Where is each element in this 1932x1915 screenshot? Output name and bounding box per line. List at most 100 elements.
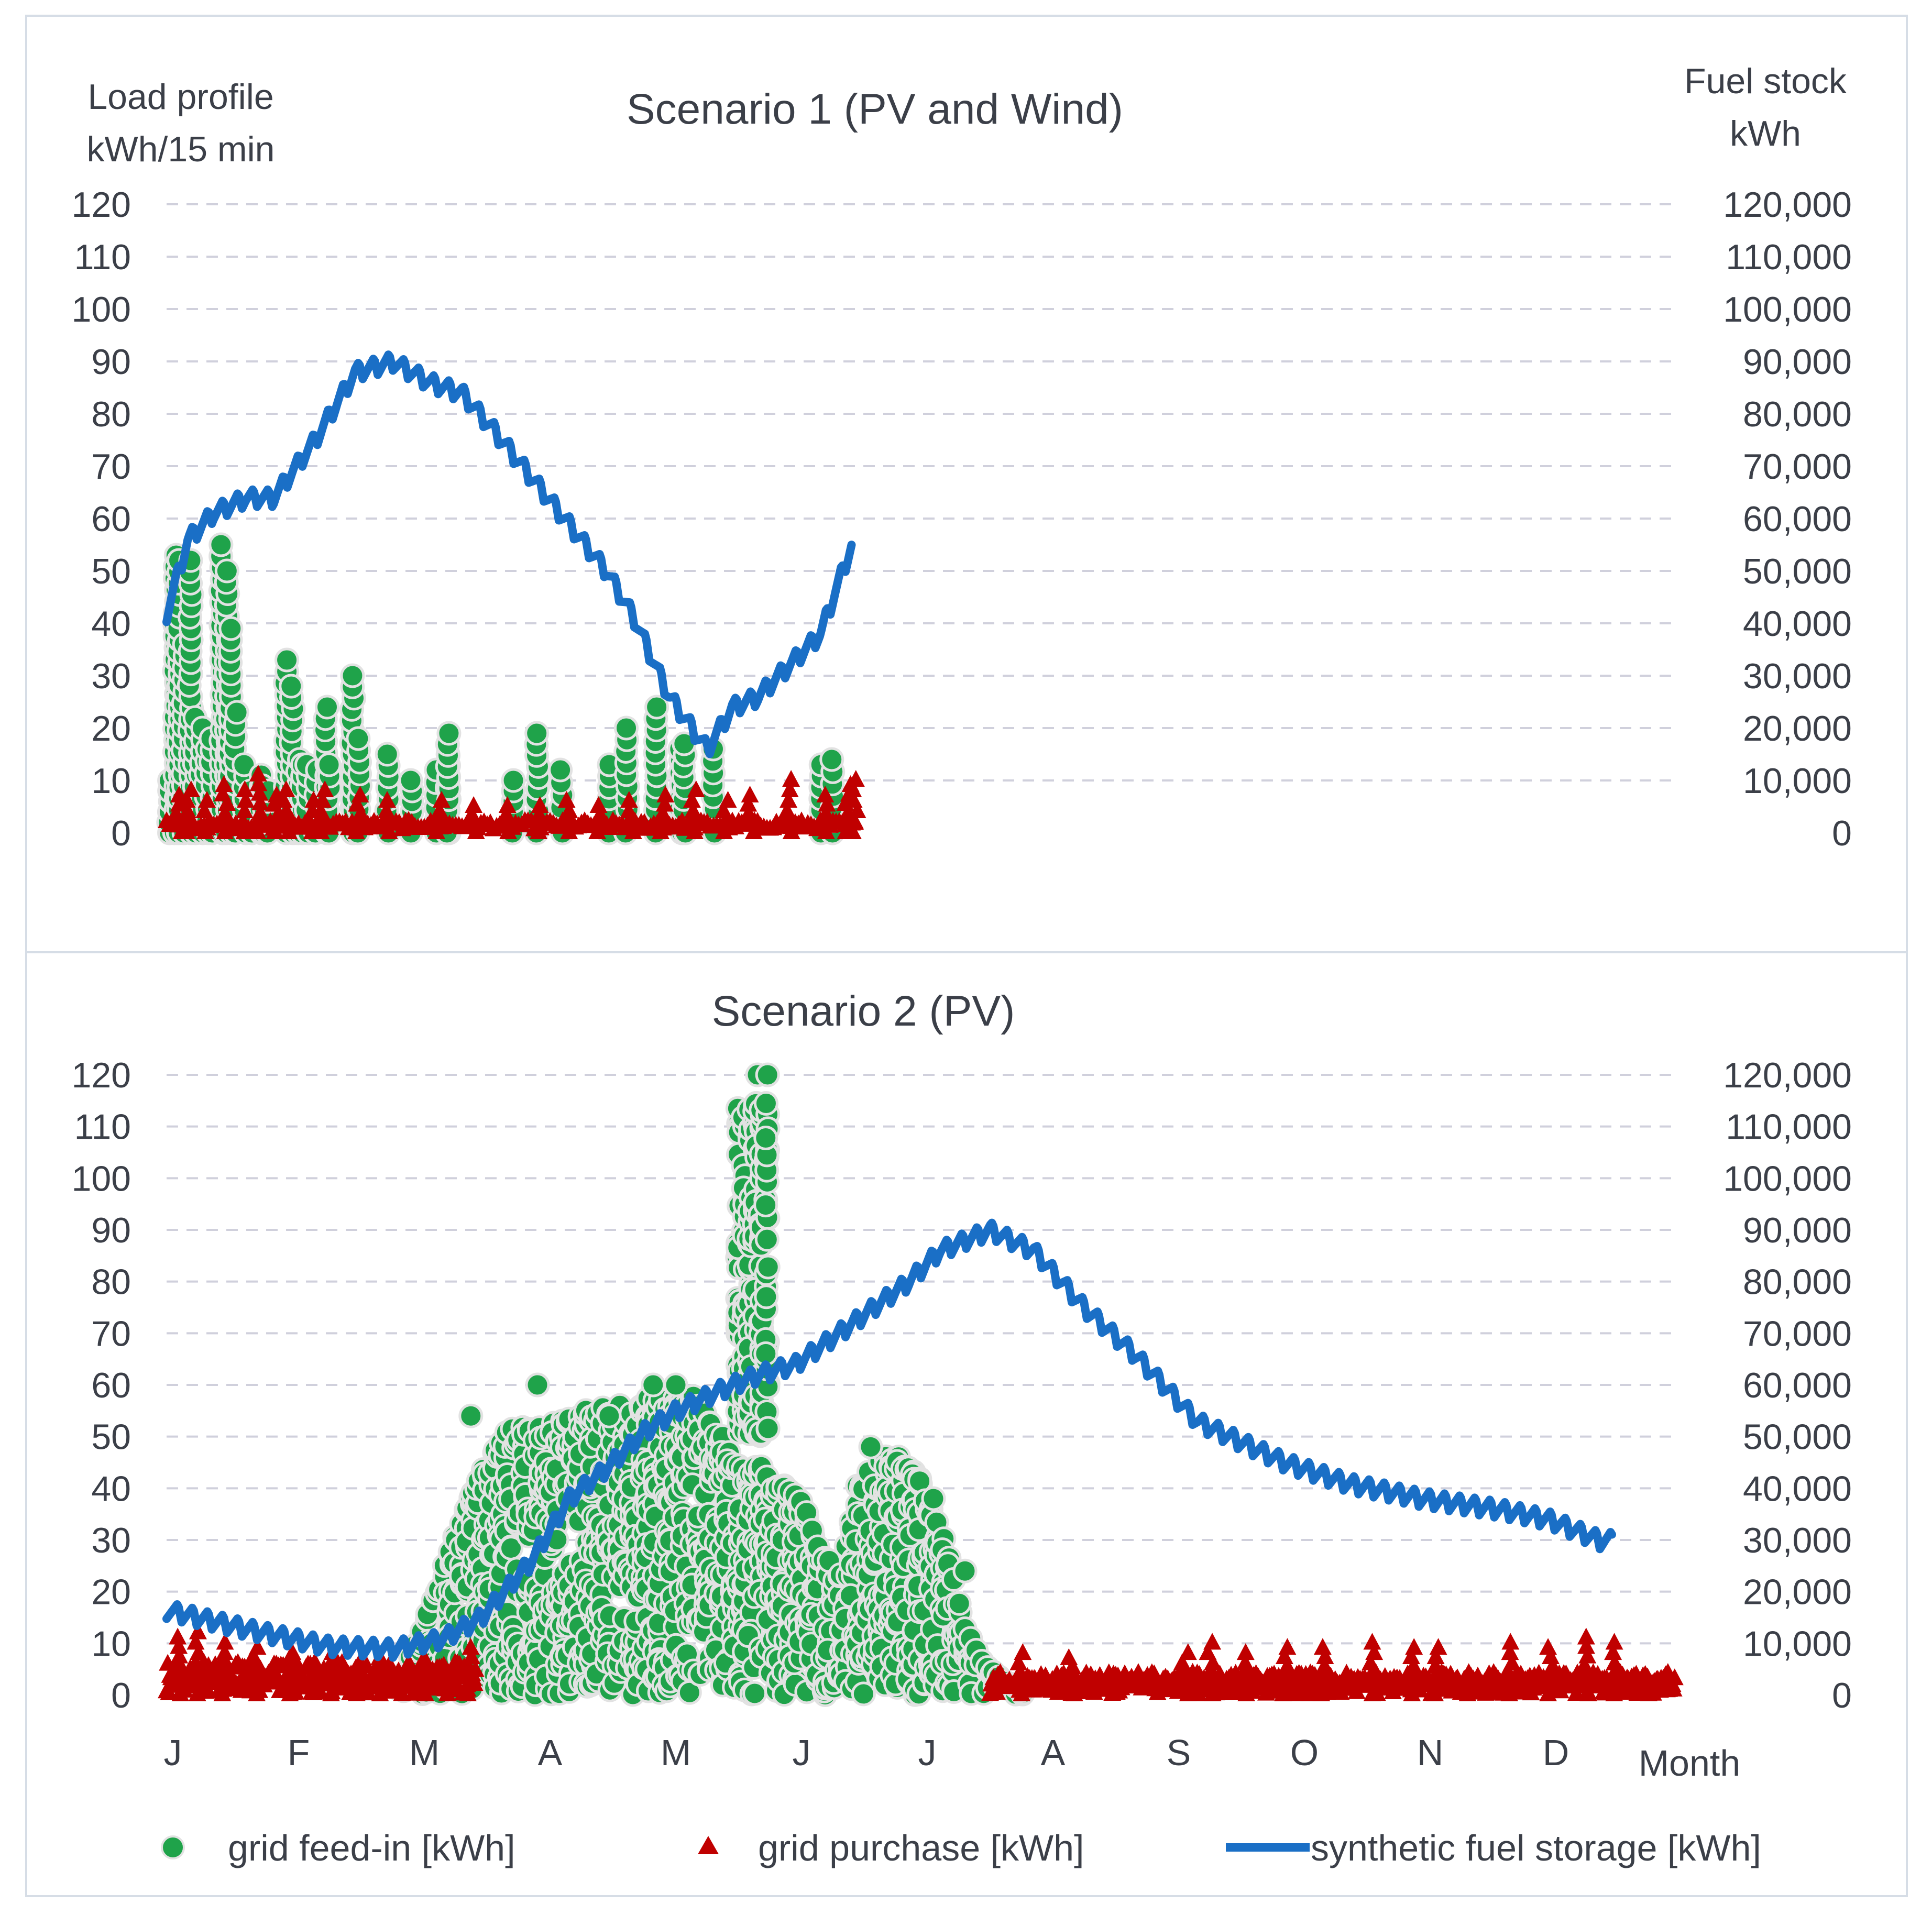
purchase-point: [351, 786, 369, 802]
y2-tick-label: 100,000: [1723, 1159, 1852, 1198]
feed-in-point: [753, 1091, 778, 1116]
feed-in-point: [952, 1558, 978, 1583]
purchase-point: [250, 784, 269, 801]
legend: grid feed-in [kWh] grid purchase [kWh] s…: [161, 1828, 1761, 1868]
purchase-point: [312, 801, 330, 818]
purchase-point: [216, 804, 234, 820]
purchase-point: [624, 822, 642, 839]
feed-in-point: [279, 674, 304, 699]
purchase-point: [591, 805, 609, 822]
purchase-point: [782, 822, 800, 839]
purchase-point: [235, 822, 254, 839]
purchase-point: [557, 812, 575, 829]
y-tick-label: 30: [91, 656, 131, 696]
purchase-point: [620, 812, 638, 829]
purchase-point: [347, 822, 365, 839]
purchase-point: [234, 812, 252, 829]
purchase-point: [195, 801, 214, 818]
purchase-point: [249, 765, 267, 782]
feed-in-point: [753, 1193, 778, 1218]
y-tick-label: 70: [91, 447, 131, 487]
purchase-point: [178, 791, 196, 808]
purchase-point: [277, 801, 295, 818]
purchase-point: [716, 812, 734, 829]
purchase-point: [196, 822, 215, 839]
y-tick-label: 120: [72, 1055, 131, 1095]
legend-feed-in-marker: [161, 1835, 185, 1859]
purchase-point: [348, 795, 366, 812]
chart-title-scenario-1: Scenario 1 (PV and Wind): [627, 85, 1123, 133]
purchase-point: [432, 791, 451, 808]
purchase-point: [741, 786, 759, 802]
feed-in-point: [754, 1284, 779, 1309]
purchase-point: [739, 795, 758, 812]
month-tick-label: J: [918, 1732, 937, 1773]
feed-in-point: [340, 663, 365, 688]
purchase-point: [778, 801, 796, 818]
y2-tick-label: 100,000: [1723, 290, 1852, 329]
purchase-point: [715, 822, 733, 839]
y2-tick-label: 40,000: [1743, 604, 1852, 644]
purchase-point: [687, 812, 705, 829]
y-tick-label: 20: [91, 1572, 131, 1612]
y2-tick-label: 30,000: [1743, 656, 1852, 696]
y-tick-label: 110: [74, 1107, 131, 1147]
purchase-point: [499, 822, 518, 839]
y-tick-label: 10: [91, 1624, 131, 1664]
feed-in-point: [742, 1681, 767, 1706]
feed-in-point: [208, 532, 234, 557]
y2-tick-label: 70,000: [1743, 447, 1852, 487]
purchase-point: [200, 812, 218, 829]
purchase-point: [235, 801, 254, 818]
y-tick-label: 50: [91, 1417, 131, 1457]
month-tick-label: J: [793, 1732, 811, 1773]
feed-in-point: [375, 742, 400, 767]
purchase-point: [463, 813, 481, 831]
y2-tick-label: 120,000: [1723, 185, 1852, 225]
purchase-point: [275, 791, 293, 808]
month-tick-label: O: [1290, 1732, 1319, 1773]
purchase-point: [178, 801, 196, 818]
feed-in-point: [501, 768, 526, 793]
month-tick-label: N: [1417, 1732, 1444, 1773]
y-tick-label: 80: [91, 394, 131, 434]
purchase-point: [377, 801, 396, 818]
purchase-point: [280, 822, 298, 839]
y2-tick-label: 20,000: [1743, 709, 1852, 749]
y-tick-label: 80: [91, 1262, 131, 1302]
purchase-point: [313, 791, 332, 808]
purchase-point: [782, 770, 800, 787]
feed-in-point: [218, 616, 244, 641]
purchase-point: [844, 780, 862, 797]
y2-tick-label: 10,000: [1743, 1624, 1852, 1664]
chart-scenario-2: Scenario 2 (PV) 0 10 20 30 40 50 60 70 80 90 100 11…: [72, 987, 1852, 1784]
purchase-point: [467, 822, 485, 839]
feed-in-point: [458, 1403, 484, 1428]
y2-tick-label: 120,000: [1723, 1055, 1852, 1095]
purchase-point: [249, 774, 268, 791]
feed-in-point: [641, 1372, 666, 1397]
purchase-point: [530, 805, 548, 822]
purchase-point: [620, 791, 638, 808]
purchase-point: [251, 803, 269, 820]
purchase-point: [177, 822, 195, 839]
y2-tick-label: 80,000: [1743, 1262, 1852, 1302]
purchase-point: [780, 812, 798, 829]
legend-purchase-label: grid purchase [kWh]: [758, 1828, 1084, 1868]
month-tick-label: J: [164, 1732, 182, 1773]
y2-tick-label: 30,000: [1743, 1521, 1852, 1560]
month-tick-label: A: [538, 1732, 563, 1773]
purchase-point: [216, 822, 234, 839]
purchase-point: [820, 813, 839, 830]
y-tick-label: 40: [91, 1469, 131, 1509]
feed-in-point: [398, 768, 423, 793]
purchase-point: [198, 791, 216, 808]
purchase-point: [380, 822, 398, 839]
purchase-point: [427, 822, 446, 839]
figure-frame: [25, 15, 1908, 1897]
purchase-point: [741, 813, 759, 830]
purchase-point: [816, 786, 835, 802]
feed-in-point: [947, 1591, 972, 1616]
right-axis-title-line-2: kWh: [1730, 114, 1801, 153]
